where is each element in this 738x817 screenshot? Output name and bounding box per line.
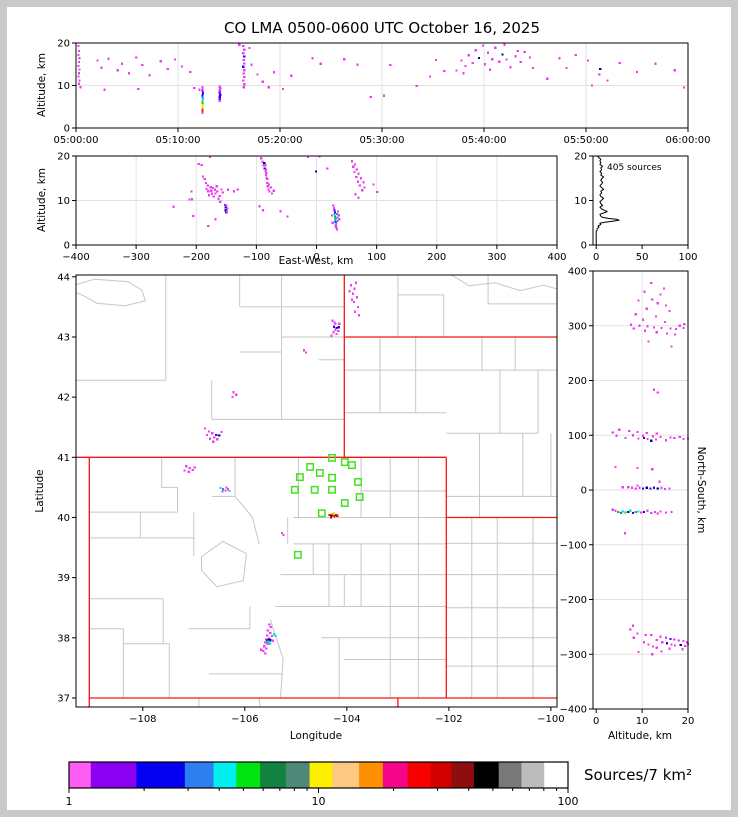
x-axis-label-longitude: Longitude	[289, 730, 343, 742]
y-axis-label-north-south: North-South, km	[695, 446, 707, 534]
colorbar-label: Sources/7 km²	[584, 766, 693, 784]
y-axis-label-latitude: Latitude	[34, 469, 46, 513]
y-axis-label-altitude-ew: Altitude, km	[36, 167, 48, 233]
plot-canvas	[7, 7, 731, 810]
x-axis-label-east-west: East-West, km	[278, 255, 354, 267]
y-axis-label-altitude-top: Altitude, km	[36, 52, 48, 118]
x-axis-label-altitude-ns: Altitude, km	[607, 730, 673, 742]
figure-title: CO LMA 0500-0600 UTC October 16, 2025	[223, 19, 541, 37]
